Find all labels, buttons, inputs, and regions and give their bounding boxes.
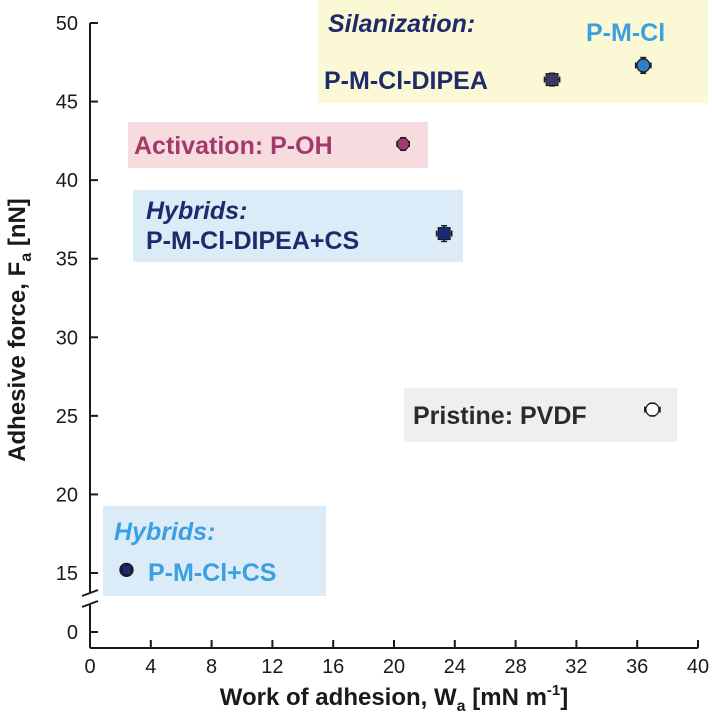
y-tick-label: 0 — [67, 622, 78, 644]
x-tick-label: 8 — [206, 656, 217, 678]
point-marker — [119, 562, 134, 578]
annotation-box-activation — [128, 122, 428, 168]
points-layer — [119, 56, 661, 578]
annotation-box-hybrids-cs — [103, 506, 326, 596]
y-tick-label: 15 — [56, 563, 78, 585]
y-tick-label: 30 — [56, 327, 78, 349]
x-tick-label: 4 — [145, 656, 156, 678]
y-ticks: 0 15 20 25 30 35 40 45 50 — [56, 13, 98, 644]
y-axis-title-unit: [nN] — [4, 198, 31, 253]
data-point-pvdf — [644, 402, 661, 417]
annotation-hybrids-cs-label: P-M-Cl+CS — [148, 559, 276, 587]
annotation-activation-label: Activation: P-OH — [134, 132, 333, 160]
annotation-box-hybrids-dipea — [133, 190, 463, 262]
x-tick-label: 24 — [444, 656, 466, 678]
annotation-box-silanization — [318, 0, 708, 103]
x-axis-title-unit: [mN m — [466, 684, 547, 711]
y-tick-label: 40 — [56, 170, 78, 192]
y-tick-label: 50 — [56, 13, 78, 35]
annotation-hybrids-dipea-title: Hybrids: — [146, 197, 247, 225]
annotation-layer: Silanization: P-M-Cl-DIPEA P-M-Cl Activa… — [103, 0, 708, 596]
x-axis-title-end: ] — [560, 684, 568, 711]
x-ticks: 0 4 8 12 16 20 24 28 32 36 40 — [84, 640, 709, 678]
annotation-silanization-dipea: P-M-Cl-DIPEA — [324, 67, 488, 95]
point-marker — [645, 402, 660, 417]
x-tick-label: 32 — [565, 656, 587, 678]
annotation-pristine-label: Pristine: PVDF — [413, 402, 587, 430]
y-tick-label: 20 — [56, 484, 78, 506]
point-marker — [545, 73, 559, 87]
y-tick-label: 45 — [56, 92, 78, 114]
data-point-p-m-cl-cs — [119, 562, 134, 578]
x-tick-label: 40 — [687, 656, 709, 678]
annotation-hybrids-dipea-label: P-M-Cl-DIPEA+CS — [146, 227, 359, 255]
data-point-p-m-cl — [634, 56, 652, 75]
annotation-hybrids-cs-title: Hybrids: — [114, 518, 215, 546]
annotation-silanization-pmcl: P-M-Cl — [586, 19, 665, 47]
annotation-box-pristine — [404, 388, 677, 442]
y-tick-label: 35 — [56, 249, 78, 271]
x-tick-label: 28 — [504, 656, 526, 678]
axis-break-mark-2 — [81, 600, 99, 608]
x-tick-label: 0 — [84, 656, 95, 678]
x-tick-label: 36 — [626, 656, 648, 678]
x-axis-title-sub: a — [457, 698, 466, 715]
y-axis-title-main: Adhesive force, F — [4, 262, 31, 462]
y-tick-label: 25 — [56, 406, 78, 428]
data-point-p-oh — [396, 136, 410, 152]
y-axis-title-sub: a — [18, 253, 35, 262]
data-point-p-m-cl-dipea — [543, 72, 561, 87]
point-marker — [636, 58, 651, 73]
x-tick-label: 16 — [322, 656, 344, 678]
x-axis-title-sup: -1 — [547, 682, 560, 699]
annotation-silanization-title: Silanization: — [328, 10, 475, 38]
point-marker — [437, 227, 451, 241]
x-tick-label: 20 — [383, 656, 405, 678]
x-axis-title: Work of adhesion, Wa [mN m-1] — [220, 682, 569, 715]
point-marker — [396, 137, 410, 151]
x-tick-label: 12 — [261, 656, 283, 678]
x-axis-title-main: Work of adhesion, W — [220, 684, 457, 711]
axis-break-mark-1 — [81, 589, 99, 597]
y-axis-title: Adhesive force, Fa [nN] — [4, 198, 35, 462]
data-point-p-m-cl-dipea-cs — [435, 224, 453, 243]
